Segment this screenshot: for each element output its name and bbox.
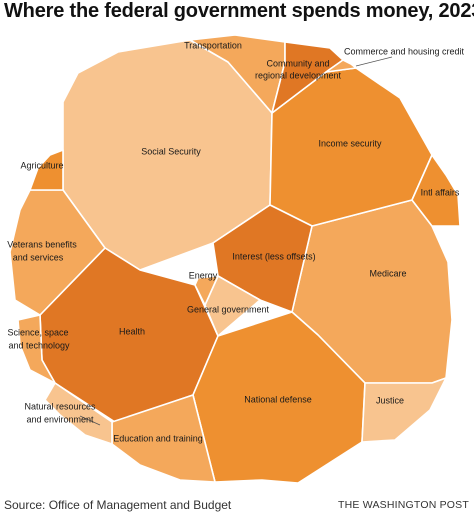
leader-line-natural-resources-and-environment [79,415,101,426]
label-natural-resources-and-environment-line-2: and environment [26,414,94,424]
label-intl-affairs: Intl affairs [421,187,460,197]
label-income-security: Income security [318,138,382,148]
label-agriculture: Agriculture [20,160,63,170]
cell-intl-affairs [411,154,461,227]
publisher-credit: THE WASHINGTON POST [338,499,469,511]
source-note: Source: Office of Management and Budget [4,498,232,512]
label-justice: Justice [376,395,404,405]
cell-agriculture [29,149,64,191]
label-natural-resources-and-environment-line-1: Natural resources [24,401,96,411]
label-energy: Energy [189,270,218,280]
label-science-space-and-technology-line-2: and technology [8,340,70,350]
chart-title: Where the federal government spends mone… [4,0,474,22]
label-science-space-and-technology-line-1: Science, space [7,327,68,337]
label-interest-less-offsets: Interest (less offsets) [232,251,315,261]
cell-natural-resources-and-environment [44,382,113,445]
label-veterans-benefits-and-services-line-2: and services [13,252,64,262]
label-commerce-and-housing-credit: Commerce and housing credit [344,46,465,56]
cell-commerce-and-housing-credit [325,59,357,73]
leader-line-commerce-and-housing-credit [355,56,393,67]
cell-energy [194,275,219,306]
label-community-and-regional-development-line-1: Community and [266,58,329,68]
label-community-and-regional-development-line-2: regional development [255,70,342,80]
label-health: Health [119,326,145,336]
cell-justice [361,377,447,443]
label-veterans-benefits-and-services-line-1: Veterans benefits [7,239,77,249]
label-transportation: Transportation [184,40,242,50]
label-general-government: General government [187,304,270,314]
label-national-defense: National defense [244,394,312,404]
label-medicare: Medicare [369,268,406,278]
label-social-security: Social Security [141,146,201,156]
label-education-and-training: Education and training [113,433,203,443]
cell-veterans-benefits-and-services [9,189,106,316]
